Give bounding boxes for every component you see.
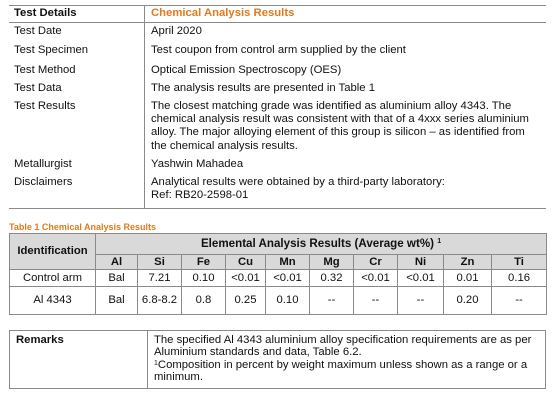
details-value: Test coupon from control arm supplied by… xyxy=(151,44,406,57)
details-row-test-method: Test Method Optical Emission Spectroscop… xyxy=(9,60,546,79)
remarks-content: The specified Al 4343 aluminium alloy sp… xyxy=(148,331,546,389)
details-label: Test Specimen xyxy=(9,41,145,61)
element-header: Ni xyxy=(397,254,444,270)
details-row-test-results: Test Results The closest matching grade … xyxy=(9,98,546,156)
table-cell: 0.10 xyxy=(181,269,226,287)
details-value: The analysis results are presented in Ta… xyxy=(151,81,375,94)
table-cell: -- xyxy=(397,286,444,315)
details-value: Analytical results were obtained by a th… xyxy=(145,174,547,209)
table-cell: -- xyxy=(309,286,354,315)
element-header: Fe xyxy=(181,254,226,270)
element-header: Cu xyxy=(225,254,266,270)
footnote-text: Composition in percent by weight maximum… xyxy=(154,358,528,384)
remarks-table: Remarks The specified Al 4343 aluminium … xyxy=(9,330,546,389)
details-header-title: Chemical Analysis Results xyxy=(144,5,546,24)
table-cell: Bal xyxy=(95,269,138,287)
table-cell: 0.8 xyxy=(181,286,226,315)
details-label: Metallurgist xyxy=(9,155,145,175)
footnote-marker: 1 xyxy=(154,359,158,367)
table-row: Al 4343 Bal 6.8-8.2 0.8 0.25 0.10 -- -- … xyxy=(9,286,548,315)
reference-number: Ref: RB20-2598-01 xyxy=(151,189,249,202)
element-header: Cr xyxy=(353,254,398,270)
element-header: Zn xyxy=(443,254,492,270)
details-header-row: Test Details Chemical Analysis Results xyxy=(9,5,546,24)
details-header-label: Test Details xyxy=(9,5,145,24)
chemical-analysis-table: Identification Elemental Analysis Result… xyxy=(9,233,548,315)
table-cell: Bal xyxy=(95,286,138,315)
details-row-disclaimers: Disclaimers Analytical results were obta… xyxy=(9,174,546,209)
table-cell: 7.21 xyxy=(137,269,182,287)
details-row-test-specimen: Test Specimen Test coupon from control a… xyxy=(9,41,546,61)
details-row-metallurgist: Metallurgist Yashwin Mahadea xyxy=(9,155,546,175)
details-value: Optical Emission Spectroscopy (OES) xyxy=(151,63,342,76)
table-row: Control arm Bal 7.21 0.10 <0.01 <0.01 0.… xyxy=(9,269,548,287)
details-row-test-data: Test Data The analysis results are prese… xyxy=(9,78,546,99)
details-row-test-date: Test Date April 2020 xyxy=(9,22,546,42)
details-value: Yashwin Mahadea xyxy=(151,157,244,170)
table-cell: 6.8-8.2 xyxy=(137,286,182,315)
table-cell: -- xyxy=(490,286,548,315)
footnote-marker: 1 xyxy=(437,237,442,245)
element-header: Mn xyxy=(265,254,310,270)
table-cell: <0.01 xyxy=(397,269,444,287)
test-details-table: Test Details Chemical Analysis Results T… xyxy=(9,5,546,210)
table-cell: 0.32 xyxy=(309,269,354,287)
table-cell: <0.01 xyxy=(225,269,266,287)
table-cell: 0.01 xyxy=(443,269,492,287)
element-header: Al xyxy=(95,254,138,270)
table-cell: <0.01 xyxy=(353,269,398,287)
remarks-label: Remarks xyxy=(9,330,148,389)
details-value: The closest matching grade was identifie… xyxy=(151,100,529,152)
table-cell: 0.20 xyxy=(443,286,492,315)
table-cell: 0.10 xyxy=(265,286,310,315)
table-cell: 0.25 xyxy=(225,286,266,315)
table-caption: Table 1 Chemical Analysis Results xyxy=(9,222,157,232)
identification-header: Identification xyxy=(9,233,96,270)
element-header: Mg xyxy=(309,254,354,270)
details-value: April 2020 xyxy=(151,25,202,38)
element-header: Ti xyxy=(490,254,548,270)
details-label: Test Date xyxy=(9,22,145,42)
details-label: Test Data xyxy=(9,78,145,99)
table-cell: -- xyxy=(353,286,398,315)
remarks-row: Remarks The specified Al 4343 aluminium … xyxy=(9,330,546,389)
sample-name: Al 4343 xyxy=(9,286,96,315)
disclaimer-text: Analytical results were obtained by a th… xyxy=(151,176,445,189)
table-cell: 0.16 xyxy=(490,269,548,287)
details-label: Disclaimers xyxy=(9,174,145,209)
details-label: Test Results xyxy=(9,98,145,156)
element-header: Si xyxy=(137,254,182,270)
elemental-results-title: Elemental Analysis Results (Average wt%) xyxy=(200,236,434,250)
sample-name: Control arm xyxy=(9,269,96,287)
details-label: Test Method xyxy=(9,60,145,79)
remarks-footnote: 1Composition in percent by weight maximu… xyxy=(154,359,537,384)
table-cell: <0.01 xyxy=(265,269,310,287)
remarks-text: The specified Al 4343 aluminium alloy sp… xyxy=(154,334,532,359)
table-header-row: Identification Elemental Analysis Result… xyxy=(9,233,548,270)
elemental-results-header: Elemental Analysis Results (Average wt%)… xyxy=(94,233,548,255)
